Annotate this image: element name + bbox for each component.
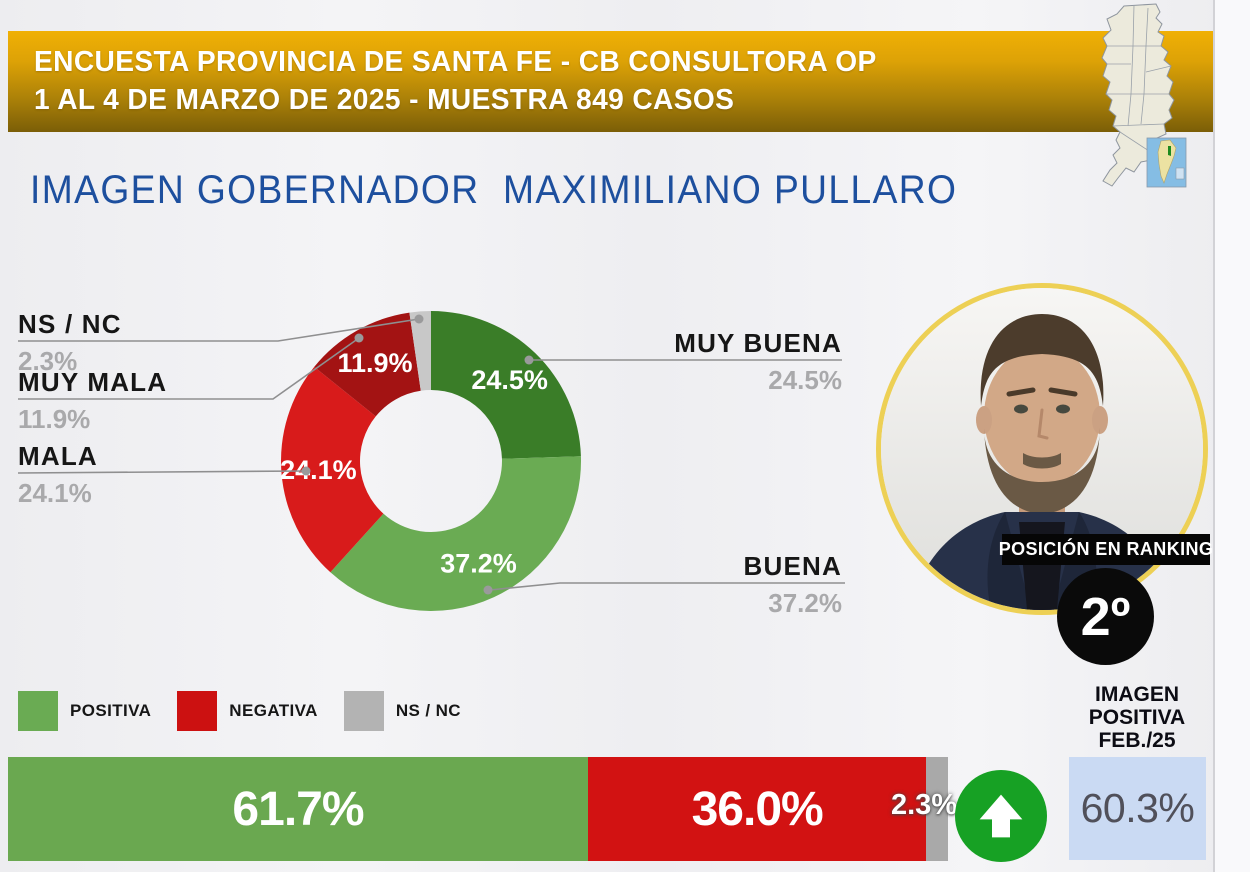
legend-swatch-negativa-icon <box>177 691 218 731</box>
legend-item-positiva: POSITIVA <box>18 691 151 731</box>
governor-photo <box>876 283 1208 615</box>
callout-mala: MALA 24.1% <box>18 441 98 508</box>
ranking-position: 2º <box>1080 586 1131 647</box>
previous-caption-line1: IMAGEN <box>1095 683 1179 706</box>
ranking-position-badge: 2º <box>1057 568 1154 665</box>
legend-item-ns-nc: NS / NC <box>343 691 461 731</box>
callout-label: NS / NC <box>18 309 122 339</box>
page-title: IMAGEN GOBERNADOR MAXIMILIANO PULLARO <box>30 168 958 212</box>
bar-segment-label: 61.7% <box>232 782 364 836</box>
legend-item-negativa: NEGATIVA <box>177 691 318 731</box>
header-banner: ENCUESTA PROVINCIA DE SANTA FE - CB CONS… <box>8 31 1213 132</box>
callout-label: MUY MALA <box>18 367 168 397</box>
slice-value-label-muy-buena: 24.5% <box>471 365 548 395</box>
chart-legend: POSITIVA NEGATIVA NS / NC <box>18 691 487 731</box>
previous-value: 60.3% <box>1080 785 1195 831</box>
slice-value-label-muy-mala: 11.9% <box>337 348 412 378</box>
bar-segment-label: 36.0% <box>691 782 824 836</box>
previous-caption-line3: FEB./25 <box>1098 729 1176 752</box>
callout-buena: BUENA 37.2% <box>744 551 842 618</box>
argentina-location-inset-icon <box>1146 137 1187 188</box>
legend-label: NS / NC <box>395 701 461 720</box>
callout-value: 24.5% <box>768 365 842 395</box>
callout-value: 11.9% <box>18 404 91 434</box>
summary-stacked-bar: 61.7% 36.0% <box>8 757 948 861</box>
callout-label: MALA <box>18 441 98 471</box>
legend-label: POSITIVA <box>70 701 152 720</box>
trend-arrow-up-icon <box>955 770 1047 862</box>
callout-muy-mala: MUY MALA 11.9% <box>18 367 167 434</box>
callout-ns-nc: NS / NC 2.3% <box>18 309 122 376</box>
callout-label: MUY BUENA <box>674 328 842 358</box>
donut-slice-muy-buena <box>431 311 581 459</box>
bar-segment-ns-nc <box>926 757 948 861</box>
callout-muy-buena: MUY BUENA 24.5% <box>674 328 842 395</box>
bar-segment-negativa: 36.0% <box>587 757 927 861</box>
bar-segment-positiva: 61.7% <box>8 757 588 861</box>
previous-value-box: 60.3% <box>1069 757 1206 860</box>
previous-caption-line2: POSITIVA <box>1088 706 1186 729</box>
slide-right-margin <box>1213 0 1250 872</box>
callout-label: BUENA <box>743 551 842 581</box>
callout-value: 37.2% <box>768 588 842 618</box>
donut-slice-mala <box>281 366 384 573</box>
donut-slice-buena <box>330 456 581 611</box>
header-line2: 1 AL 4 DE MARZO DE 2025 - MUESTRA 849 CA… <box>34 84 735 116</box>
legend-swatch-ns-nc-icon <box>343 691 384 731</box>
previous-month-caption: IMAGEN POSITIVA FEB./25 <box>1064 683 1210 752</box>
donut-chart: 24.5% 37.2% 24.1% 11.9% <box>280 311 581 611</box>
header-line1: ENCUESTA PROVINCIA DE SANTA FE - CB CONS… <box>34 46 877 78</box>
santa-fe-province-map-icon <box>1101 3 1187 188</box>
bar-ns-nc-label: 2.3% <box>891 789 958 821</box>
callout-value: 24.1% <box>18 478 92 508</box>
legend-label: NEGATIVA <box>229 701 318 720</box>
slice-value-label-buena: 37.2% <box>440 549 517 579</box>
slice-value-label-mala: 24.1% <box>280 455 357 485</box>
ranking-label: POSICIÓN EN RANKING <box>999 534 1213 565</box>
legend-swatch-positiva-icon <box>18 691 58 731</box>
